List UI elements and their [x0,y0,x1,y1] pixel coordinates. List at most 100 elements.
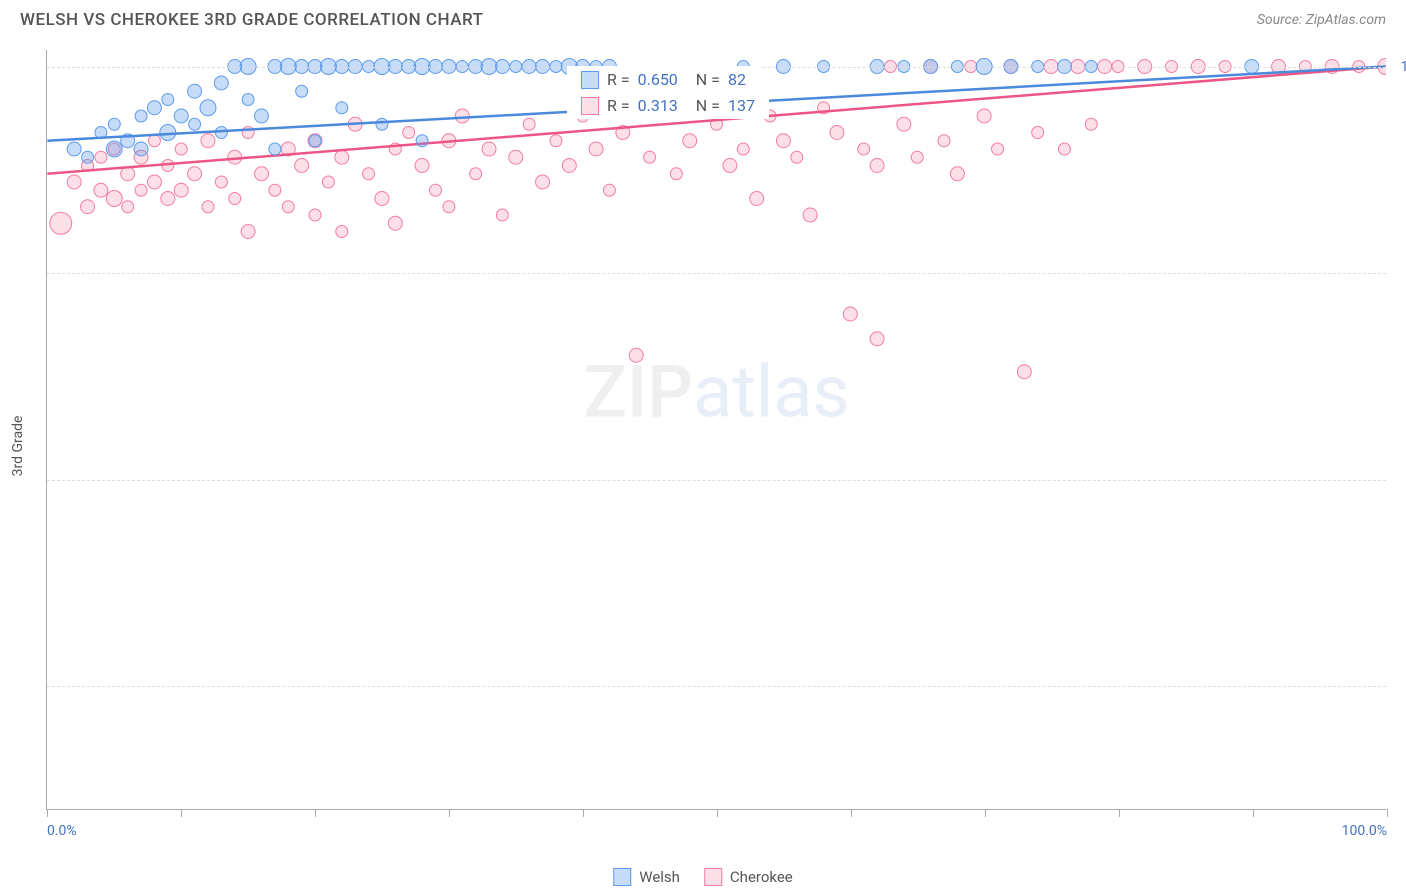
welsh-point [82,151,94,163]
x-tick [985,809,986,817]
cherokee-point [776,134,790,148]
cherokee-point [443,201,455,213]
welsh-point [67,142,81,156]
welsh-point [174,109,188,123]
cherokee-point [589,142,603,156]
x-tick [181,809,182,817]
cherokee-point [188,167,202,181]
cherokee-point [242,127,254,139]
x-tick [47,809,48,817]
x-tick-label: 0.0% [47,823,77,839]
cherokee-point [308,134,322,148]
cherokee-point [536,175,550,189]
cherokee-point [629,348,643,362]
cherokee-point [644,151,656,163]
cherokee-point [442,134,456,148]
cherokee-point [403,127,415,139]
cherokee-point [388,216,402,230]
cherokee-point [336,226,348,238]
cherokee-point [81,200,95,214]
cherokee-point [174,183,188,197]
cherokee-point [228,150,242,164]
x-tick [1253,809,1254,817]
cherokee-point [201,134,215,148]
cherokee-point [870,159,884,173]
cherokee-point [723,159,737,173]
chart-plot-area: ZIPatlas 100.0%97.5%95.0%92.5%0.0%100.0%… [46,50,1386,810]
cherokee-point [295,159,309,173]
gridline [47,480,1386,481]
cherokee-point [1032,127,1044,139]
cherokee-point [616,126,630,140]
welsh-point [134,142,148,156]
cherokee-point [281,142,295,156]
cherokee-point [106,191,122,207]
cherokee-point [202,201,214,213]
welsh-point [160,125,176,141]
cherokee-point [363,168,375,180]
cherokee-point [322,176,334,188]
cherokee-point [309,209,321,221]
cherokee-point [429,184,441,196]
welsh-point [162,94,174,106]
cherokee-point [162,160,174,172]
cherokee-point [134,150,148,164]
cherokee-point [562,159,576,173]
cherokee-point [523,118,535,130]
cherokee-point [50,212,72,234]
cherokee-point [375,192,389,206]
n-value: 137 [728,96,755,115]
cherokee-point [830,126,844,140]
cherokee-point [550,135,562,147]
y-axis-label: 3rd Grade [10,416,26,477]
x-tick [449,809,450,817]
x-tick [1119,809,1120,817]
legend-swatch-icon [704,868,722,886]
legend-item: Welsh [613,868,680,886]
cherokee-point [415,159,429,173]
cherokee-point [389,143,401,155]
cherokee-point [482,142,496,156]
cherokee-point [282,201,294,213]
cherokee-point [122,201,134,213]
chart-header: WELSH VS CHEROKEE 3RD GRADE CORRELATION … [0,0,1406,38]
welsh-swatch-icon [581,71,599,89]
welsh-point [188,84,202,98]
legend-label: Welsh [639,868,680,886]
cherokee-point [858,143,870,155]
welsh-point [215,127,227,139]
x-tick [717,809,718,817]
x-tick-label: 100.0% [1342,823,1387,839]
cherokee-point [843,307,857,321]
x-tick [851,809,852,817]
cherokee-point [147,175,161,189]
x-tick [315,809,316,817]
cherokee-point [911,151,923,163]
cherokee-point [135,184,147,196]
x-tick [1387,809,1388,817]
n-label: N = [696,96,720,115]
cherokee-point [455,109,469,123]
legend: WelshCherokee [613,868,793,886]
cherokee-point [1017,365,1031,379]
cherokee-point [175,143,187,155]
cherokee-stats-box: R =0.313N =137 [567,92,769,119]
welsh-point [416,135,428,147]
welsh-point [296,85,308,97]
cherokee-swatch-icon [581,97,599,115]
r-label: R = [607,96,630,115]
r-label: R = [607,70,630,89]
cherokee-point [818,102,830,114]
watermark-zip: ZIP [583,349,693,434]
cherokee-point [94,183,108,197]
welsh-stats-box: R =0.650N =82 [567,66,760,93]
welsh-point [147,101,161,115]
chart-source: Source: ZipAtlas.com [1257,12,1386,28]
r-value: 0.650 [638,70,678,89]
welsh-point [200,100,216,116]
cherokee-point [470,168,482,180]
cherokee-point [509,150,523,164]
y-tick-label: 100.0% [1401,59,1406,75]
cherokee-point [95,151,107,163]
welsh-point [376,118,388,130]
